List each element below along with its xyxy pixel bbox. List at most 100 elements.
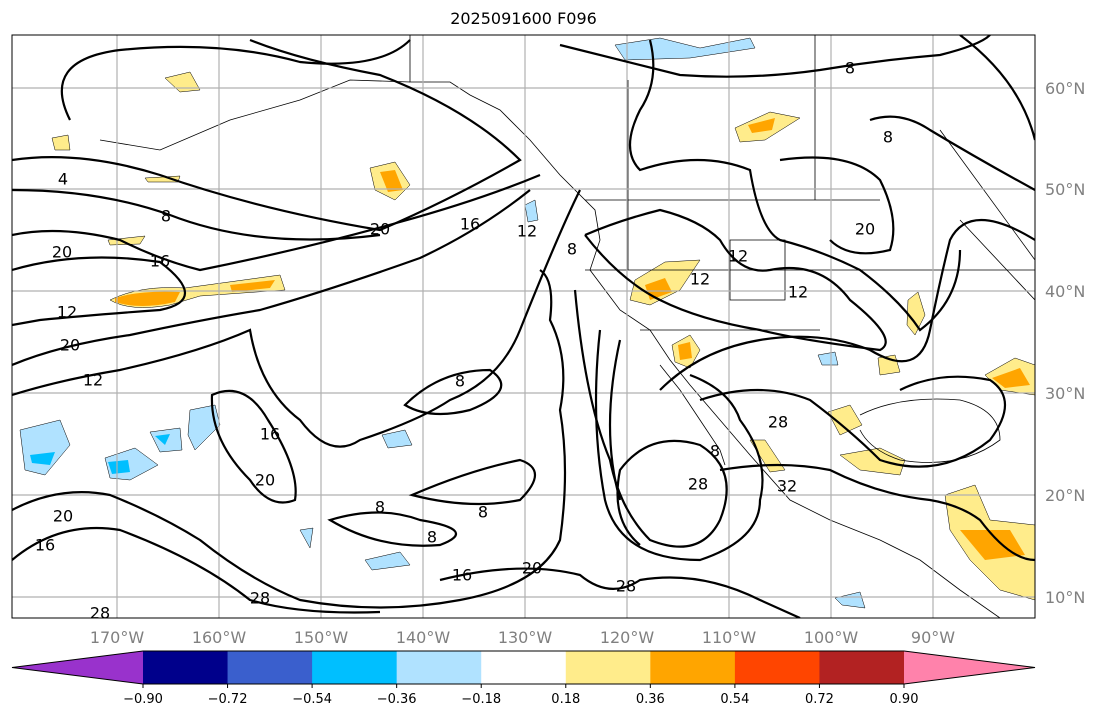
strong-positive-anomaly	[678, 342, 692, 360]
contour-label: 20	[522, 559, 542, 578]
contour-label: 16	[460, 215, 480, 234]
positive-anomaly	[164, 71, 201, 93]
lon-label: 150°W	[294, 628, 349, 647]
lon-label: 120°W	[600, 628, 655, 647]
lat-label: 20°N	[1045, 486, 1085, 505]
contour-line	[12, 188, 381, 241]
strong-positive-anomaly	[380, 170, 403, 192]
contour-line	[959, 35, 1035, 141]
coastline	[99, 79, 411, 151]
colorbar-segment	[819, 651, 905, 684]
colorbar-segment	[734, 651, 820, 684]
contour-label: 12	[57, 303, 77, 322]
colorbar-segment	[396, 651, 482, 684]
contour-label: 16	[260, 425, 280, 444]
negative-anomaly	[834, 591, 866, 609]
colorbar-tick-label: 0.18	[551, 692, 580, 707]
colorbar-segment	[481, 651, 567, 684]
colorbar-tick-label: 0.36	[636, 692, 665, 707]
colorbar: −0.90 −0.72 −0.54 −0.36 −0.18 0.18 0.36 0.54 0.7…	[11, 650, 1036, 707]
colorbar-segment	[312, 651, 398, 684]
contour-label: 28	[688, 475, 708, 494]
positive-anomaly	[839, 447, 906, 476]
contour-label: 16	[150, 252, 170, 271]
map-area: 4 8 20 16 12 20 12 20 16 12 8 8 8 20 12 …	[12, 35, 1035, 623]
lon-label: 130°W	[498, 628, 553, 647]
contour-line	[12, 189, 531, 367]
contour-line	[869, 115, 1035, 191]
strong-positive-anomaly	[960, 530, 1025, 560]
map-title: 2025091600 F096	[450, 9, 597, 28]
strong-negative-anomaly	[155, 434, 170, 445]
contour-line	[699, 375, 1006, 468]
colorbar-segment	[227, 651, 313, 684]
contour-label: 8	[427, 528, 437, 547]
contour-label: 20	[60, 336, 80, 355]
contour-line	[439, 567, 801, 618]
contour-label: 8	[161, 207, 171, 226]
contour-label: 16	[35, 536, 55, 555]
lon-label: 100°W	[804, 628, 859, 647]
contour-label: 12	[517, 222, 537, 241]
contour-line	[12, 526, 381, 614]
contour-line	[719, 463, 1035, 562]
contour-line	[408, 458, 537, 506]
strong-positive-anomaly	[748, 118, 775, 133]
state-borders	[939, 129, 1035, 301]
lat-label: 10°N	[1045, 588, 1085, 607]
contour-label: 32	[777, 477, 797, 496]
contour-label: 20	[53, 507, 73, 526]
contour-label: 28	[90, 604, 110, 623]
colorbar-segment	[650, 651, 736, 684]
contour-label: 12	[690, 270, 710, 289]
contour-label: 28	[616, 577, 636, 596]
coastline	[859, 398, 1001, 463]
colorbar-tick-label: −0.36	[377, 692, 417, 707]
negative-anomaly	[187, 404, 221, 451]
coastline	[659, 364, 726, 466]
contour-label: 8	[845, 59, 855, 78]
contour-line	[608, 339, 622, 501]
contour-label: 8	[375, 498, 385, 517]
contour-lines	[12, 35, 1035, 618]
negative-anomaly	[364, 551, 411, 571]
contour-line	[559, 35, 991, 78]
contour-line	[629, 39, 962, 332]
colorbar-tick-label: 0.54	[720, 692, 749, 707]
contour-label: 28	[768, 413, 788, 432]
longitude-labels: 170°W 160°W 150°W 140°W 130°W 120°W 110°…	[90, 628, 955, 647]
strong-positive-anomaly	[230, 280, 275, 292]
contour-labels: 4 8 20 16 12 20 12 20 16 12 8 8 8 20 12 …	[35, 59, 893, 623]
contour-label: 12	[83, 371, 103, 390]
negative-anomaly	[381, 429, 413, 449]
contour-line	[12, 189, 581, 448]
colorbar-tick-label: 0.90	[890, 692, 919, 707]
lat-label: 50°N	[1045, 180, 1085, 199]
contour-label: 20	[370, 220, 390, 239]
contour-line	[594, 329, 764, 562]
contour-label: 8	[710, 442, 720, 461]
colorbar-tick-label: −0.72	[208, 692, 248, 707]
contour-line	[327, 511, 457, 547]
strong-negative-anomaly	[108, 460, 130, 474]
strong-negative-anomaly	[30, 452, 55, 465]
positive-anomaly	[51, 134, 71, 151]
colorbar-tick-label: −0.18	[461, 692, 501, 707]
lat-label: 40°N	[1045, 282, 1085, 301]
contour-label: 8	[455, 372, 465, 391]
contour-label: 8	[567, 240, 577, 259]
contour-line	[12, 256, 187, 327]
lon-label: 110°W	[702, 628, 757, 647]
contour-label: 12	[788, 283, 808, 302]
colorbar-tick-label: 0.72	[805, 692, 834, 707]
contour-line	[12, 38, 522, 232]
contour-label: 20	[255, 471, 275, 490]
lon-label: 170°W	[90, 628, 145, 647]
strong-positive-anomaly	[115, 291, 180, 306]
colorbar-segment	[565, 651, 651, 684]
contour-label: 16	[452, 566, 472, 585]
lat-label: 60°N	[1045, 79, 1085, 98]
contour-label: 20	[855, 220, 875, 239]
contour-line	[584, 208, 887, 352]
